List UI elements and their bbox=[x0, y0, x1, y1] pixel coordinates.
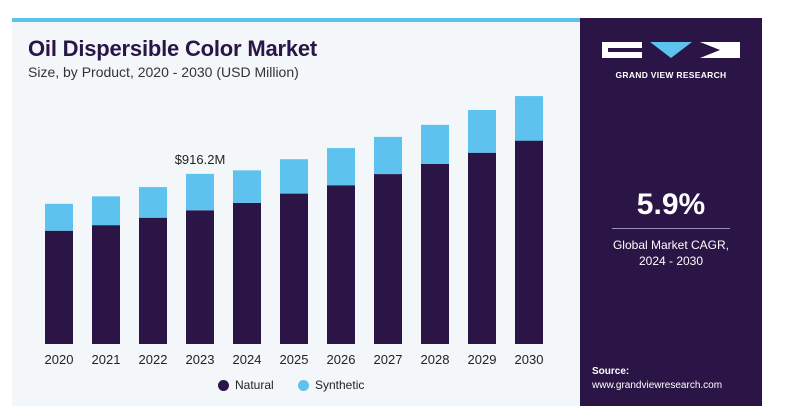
bar-synthetic-2021 bbox=[92, 196, 120, 226]
cagr-label-line1: Global Market CAGR, bbox=[612, 238, 730, 252]
x-tick-label: 2023 bbox=[186, 352, 215, 367]
bar-natural-2029 bbox=[468, 152, 496, 344]
x-tick-label: 2025 bbox=[280, 352, 309, 367]
accent-line bbox=[12, 18, 580, 22]
x-tick-label: 2028 bbox=[421, 352, 450, 367]
bar-natural-2021 bbox=[92, 225, 120, 344]
bar-synthetic-2028 bbox=[421, 124, 449, 164]
legend-item-natural: Natural bbox=[218, 378, 274, 392]
natural-swatch-icon bbox=[218, 379, 229, 391]
bar-synthetic-2025 bbox=[280, 159, 308, 194]
legend-label-natural: Natural bbox=[235, 378, 274, 392]
x-tick-label: 2027 bbox=[374, 352, 403, 367]
x-tick-label: 2022 bbox=[139, 352, 168, 367]
bar-synthetic-2026 bbox=[327, 148, 355, 186]
cagr-label: Global Market CAGR, 2024 - 2030 bbox=[580, 237, 762, 269]
legend-label-synthetic: Synthetic bbox=[315, 378, 365, 392]
x-tick-label: 2026 bbox=[327, 352, 356, 367]
bar-synthetic-2027 bbox=[374, 136, 402, 175]
brand-name: GRAND VIEW RESEARCH bbox=[615, 70, 727, 80]
x-tick-label: 2020 bbox=[45, 352, 74, 367]
source-url: www.grandviewresearch.com bbox=[592, 380, 723, 391]
source-title: Source: bbox=[592, 366, 630, 377]
bar-synthetic-2020 bbox=[45, 203, 73, 231]
x-tick-label: 2030 bbox=[515, 352, 544, 367]
bar-natural-2030 bbox=[515, 140, 543, 344]
cagr-value: 5.9% bbox=[636, 188, 706, 221]
cagr-divider bbox=[612, 228, 730, 229]
stacked-bar-chart: 2020 2021 2022 2023 $916.2M 2024 2025 2026 2027 2… bbox=[45, 96, 544, 367]
bar-natural-2025 bbox=[280, 193, 308, 344]
x-tick-label: 2021 bbox=[92, 352, 121, 367]
chart-title: Oil Dispersible Color Market bbox=[28, 36, 318, 61]
info-panel: GRAND VIEW RESEARCH 5.9% Global Market C… bbox=[580, 18, 762, 406]
bar-natural-2023 bbox=[186, 210, 214, 344]
x-tick-label: 2024 bbox=[233, 352, 262, 367]
bar-natural-2024 bbox=[233, 202, 261, 344]
bar-synthetic-2030 bbox=[515, 96, 543, 141]
bar-natural-2020 bbox=[45, 230, 73, 344]
synthetic-swatch-icon bbox=[298, 379, 309, 391]
grand-view-logo-icon bbox=[602, 42, 740, 58]
bar-natural-2027 bbox=[374, 174, 402, 344]
bar-natural-2026 bbox=[327, 185, 355, 344]
chart-subtitle: Size, by Product, 2020 - 2030 (USD Milli… bbox=[28, 64, 299, 80]
bar-synthetic-2029 bbox=[468, 110, 496, 153]
bar-synthetic-2024 bbox=[233, 170, 261, 203]
cagr-label-line2: 2024 - 2030 bbox=[638, 254, 704, 268]
bar-natural-2022 bbox=[139, 217, 167, 344]
x-tick-label: 2029 bbox=[468, 352, 497, 367]
legend-item-synthetic: Synthetic bbox=[298, 378, 364, 392]
bar-natural-2028 bbox=[421, 163, 449, 344]
data-label-2023: $916.2M bbox=[175, 152, 226, 167]
bar-synthetic-2023 bbox=[186, 173, 214, 211]
bar-synthetic-2022 bbox=[139, 187, 167, 218]
